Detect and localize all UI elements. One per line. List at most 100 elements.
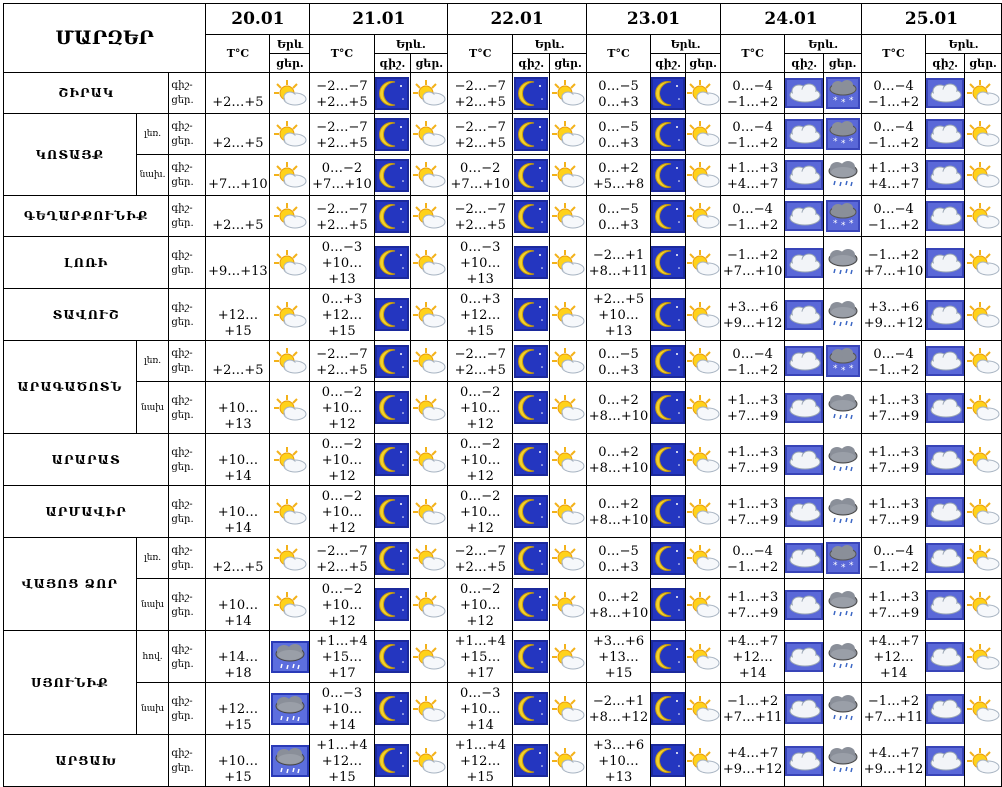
day-temp: +10…+12 xyxy=(321,505,363,536)
moon-night-icon xyxy=(375,640,410,673)
day-temp: 0…+3 xyxy=(598,135,639,151)
night-temp: 0…+3 xyxy=(460,292,501,307)
rain-cloud-day-icon xyxy=(270,692,309,725)
weather-cell: * * * xyxy=(823,340,862,382)
sun-cloud-icon xyxy=(412,746,447,776)
weather-cell xyxy=(373,72,412,114)
night-temp: −2…−7 xyxy=(316,119,368,135)
sun-cloud-icon xyxy=(551,393,586,423)
sun-cloud-icon xyxy=(412,201,447,231)
weather-cell xyxy=(269,381,311,434)
temp-cell: +4…+7 +12…+14 xyxy=(860,630,927,683)
weather-cell xyxy=(549,113,587,155)
sun-cloud-icon xyxy=(271,248,309,278)
region-name: ԳԵՂԱՐՔՈՒՆԻՔ xyxy=(2,195,170,237)
temp-cell: 0…−3 +10…+14 xyxy=(447,682,514,735)
temp-cell: +10…+13 xyxy=(205,381,271,434)
sun-cloud-icon xyxy=(687,300,720,330)
cloud-icon xyxy=(926,160,964,190)
time-labels: գիշ-ցեր. xyxy=(168,682,207,735)
moon-night-icon xyxy=(375,495,410,528)
subregion-label: լեռ. xyxy=(135,113,170,155)
day-label: ցեր. xyxy=(171,762,194,774)
night-label: գիշ- xyxy=(171,80,193,91)
night-temp: 0…−2 xyxy=(321,489,363,504)
weather-cell xyxy=(373,236,412,289)
day-temp: +12…+15 xyxy=(321,308,363,339)
day-temp: +2…+5 xyxy=(316,362,368,378)
temp-cell: −2…+1 +8…+11 xyxy=(585,236,652,289)
weather-cell xyxy=(685,288,722,341)
moon-night-icon xyxy=(651,588,685,621)
day-temp: +7…+9 xyxy=(867,606,920,621)
night-temp: +1…+4 xyxy=(316,738,368,753)
moon-night-icon xyxy=(514,692,549,725)
temp-cell: +10…+14 xyxy=(205,433,271,486)
weather-cell xyxy=(685,154,722,196)
weather-cell xyxy=(410,537,449,579)
temp-cell: +1…+3 +7…+9 xyxy=(720,485,786,538)
rain-cloud-icon xyxy=(825,299,861,331)
temp-cell: 0…+2 +5…+8 xyxy=(585,154,652,196)
night-temp: +3…+6 xyxy=(867,300,920,315)
svg-text:*: * xyxy=(841,98,846,108)
temp-cell: +1…+3 +4…+7 xyxy=(860,154,927,196)
day-temp: +10…+13 xyxy=(217,401,259,432)
day-temp: +2…+5 xyxy=(212,94,264,110)
moon-night-icon xyxy=(375,588,410,621)
temp-cell: −2…−7 +2…+5 xyxy=(447,340,514,382)
sun-cloud-icon xyxy=(551,694,586,724)
temp-cell: +12…+15 xyxy=(205,682,271,735)
moon-night-icon xyxy=(514,588,549,621)
weather-cell xyxy=(685,433,722,486)
weather-cell xyxy=(964,195,1002,237)
weather-cell xyxy=(925,236,966,289)
temp-cell: 0…−4 −1…+2 xyxy=(860,72,927,114)
day-temp: +7…+11 xyxy=(722,710,783,725)
moon-night-icon xyxy=(651,199,685,233)
cloud-icon xyxy=(785,641,823,672)
weather-cell xyxy=(925,340,966,382)
cloud-icon xyxy=(926,543,964,573)
weather-cell xyxy=(549,537,587,579)
weather-cell xyxy=(269,288,311,341)
date-header: 20.01 xyxy=(205,3,311,35)
night-label: գիշ- xyxy=(171,643,193,655)
date-header: 22.01 xyxy=(447,3,587,35)
sun-cloud-icon xyxy=(551,248,586,278)
sun-cloud-icon xyxy=(551,160,586,190)
weather-cell xyxy=(823,734,862,787)
moon-night-icon xyxy=(514,158,549,192)
temp-cell: +14…+18 xyxy=(205,630,271,683)
day-temp: +7…+11 xyxy=(863,710,924,725)
weather-cell xyxy=(549,340,587,382)
region-name: ՏԱՎՈՒՇ xyxy=(2,288,170,341)
day-temp: +2…+5 xyxy=(316,217,368,233)
day-temp: +10…+14 xyxy=(217,453,259,484)
weather-cell: * * * xyxy=(823,113,862,155)
weather-cell xyxy=(650,682,687,735)
day-temp: +7…+10 xyxy=(312,176,372,192)
temp-cell: 0…−2 +10…+12 xyxy=(309,485,375,538)
night-temp: 0…−5 xyxy=(598,346,639,362)
temp-cell: 0…−5 0…+3 xyxy=(585,537,652,579)
weather-cell xyxy=(784,154,825,196)
weather-cell xyxy=(784,113,825,155)
weather-cell xyxy=(925,682,966,735)
date-header: 24.01 xyxy=(720,3,862,35)
sun-cloud-icon xyxy=(271,393,309,423)
moon-night-icon xyxy=(651,640,685,673)
day-temp: +12…+15 xyxy=(217,702,259,733)
day-temp: +9…+12 xyxy=(722,762,783,777)
night-temp: 0…−4 xyxy=(732,201,773,217)
sun-cloud-icon xyxy=(551,590,586,620)
weather-cell xyxy=(373,537,412,579)
temp-cell: −1…+2 +7…+11 xyxy=(720,682,786,735)
sun-cloud-icon xyxy=(412,590,447,620)
weather-cell xyxy=(549,288,587,341)
day-temp: +10…+12 xyxy=(460,453,501,484)
rain-cloud-day-icon xyxy=(270,640,309,673)
cloud-icon xyxy=(785,119,823,149)
day-temp: +7…+9 xyxy=(867,461,920,476)
weather-cell xyxy=(410,154,449,196)
